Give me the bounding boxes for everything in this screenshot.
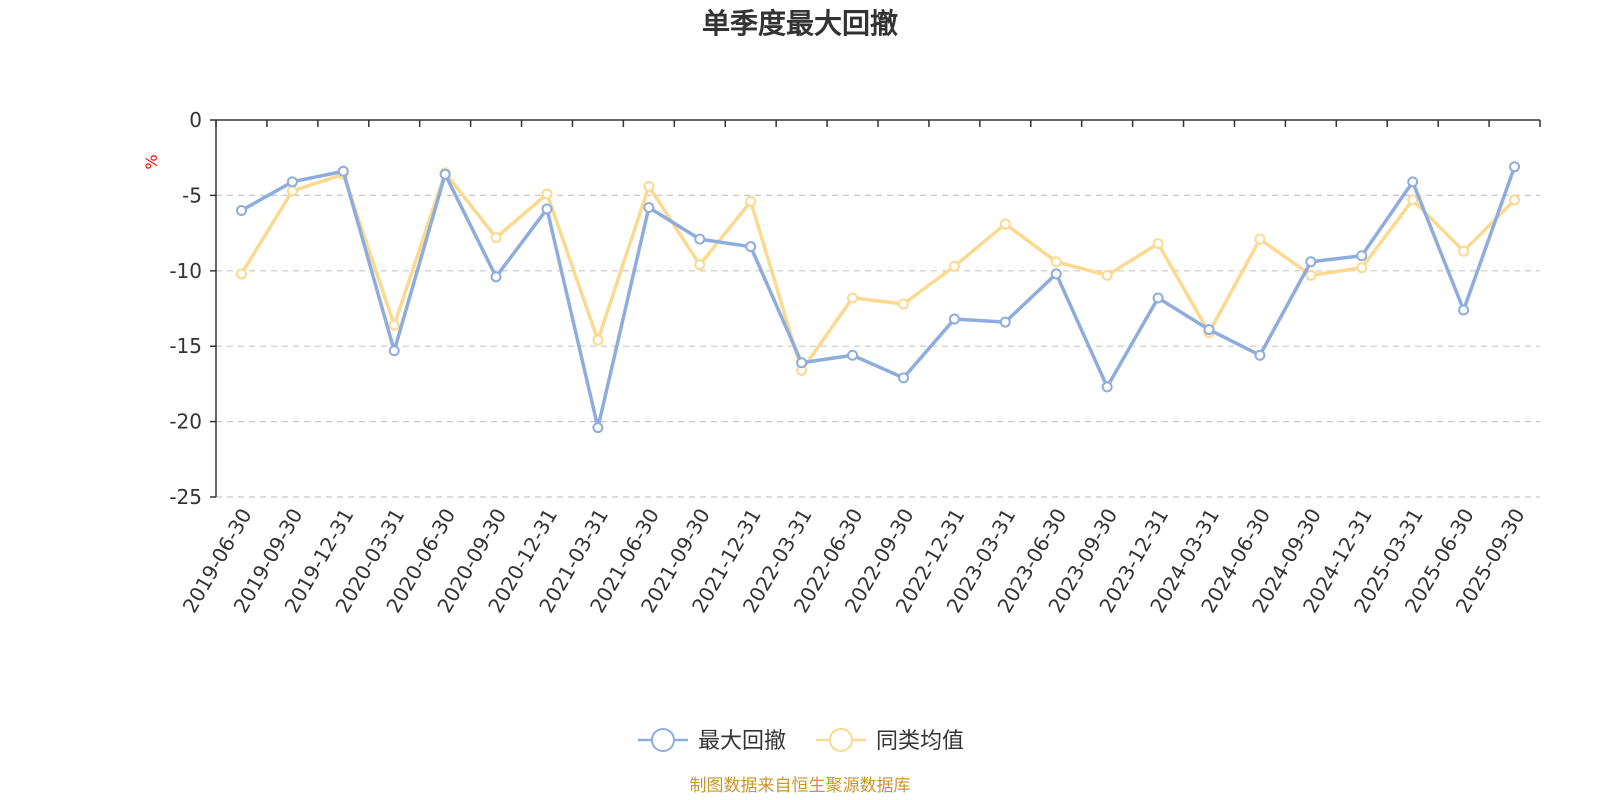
y-axis-ticks: 0 -5 -10 -15 -20 -25: [169, 108, 216, 509]
series-lines: [235, 161, 1521, 434]
data-point[interactable]: [847, 292, 859, 304]
data-point[interactable]: [337, 165, 349, 177]
data-point[interactable]: [541, 203, 553, 215]
data-point[interactable]: [1305, 269, 1317, 281]
legend-circle-icon: [651, 728, 675, 752]
data-point[interactable]: [286, 185, 298, 197]
data-point[interactable]: [1254, 349, 1266, 361]
data-point[interactable]: [592, 422, 604, 434]
x-axis-ticks: 2019-06-302019-09-302019-12-312020-03-31…: [178, 120, 1541, 617]
data-point[interactable]: [745, 241, 757, 253]
y-tick-label: 0: [189, 108, 202, 132]
data-source-note: 制图数据来自恒生聚源数据库: [690, 776, 911, 796]
data-point[interactable]: [643, 180, 655, 192]
data-point[interactable]: [388, 319, 400, 331]
data-point[interactable]: [796, 357, 808, 369]
data-point[interactable]: [1407, 176, 1419, 188]
axes: [215, 119, 1540, 497]
legend-item-max-drawdown[interactable]: 最大回撤: [638, 728, 786, 754]
data-point[interactable]: [1305, 256, 1317, 268]
data-point[interactable]: [1509, 161, 1521, 173]
data-point[interactable]: [490, 232, 502, 244]
data-point[interactable]: [999, 218, 1011, 230]
data-point[interactable]: [694, 233, 706, 245]
data-point[interactable]: [745, 195, 757, 207]
data-point[interactable]: [1458, 304, 1470, 316]
y-axis-unit-label: %: [142, 154, 161, 169]
data-point[interactable]: [439, 168, 451, 180]
series-line-max-drawdown: [240, 166, 1517, 430]
y-tick-label: -15: [169, 334, 202, 358]
y-tick-label: -5: [182, 183, 202, 207]
legend-item-peer-average[interactable]: 同类均值: [816, 728, 964, 754]
data-point[interactable]: [1407, 194, 1419, 206]
data-point[interactable]: [235, 268, 247, 280]
data-point[interactable]: [1458, 245, 1470, 257]
y-tick-label: -20: [169, 410, 202, 434]
data-point[interactable]: [1152, 292, 1164, 304]
data-point[interactable]: [1356, 250, 1368, 262]
data-point[interactable]: [948, 260, 960, 272]
data-point[interactable]: [897, 372, 909, 384]
data-point[interactable]: [1356, 262, 1368, 274]
legend-label: 最大回撤: [698, 729, 786, 754]
data-point[interactable]: [490, 271, 502, 283]
y-tick-label: -10: [169, 259, 202, 283]
data-point[interactable]: [1203, 324, 1215, 336]
data-point[interactable]: [1254, 233, 1266, 245]
data-point[interactable]: [948, 313, 960, 325]
data-point[interactable]: [847, 349, 859, 361]
data-point[interactable]: [592, 334, 604, 346]
data-point[interactable]: [1101, 381, 1113, 393]
data-point[interactable]: [235, 204, 247, 216]
series-line-peer-average: [239, 171, 1516, 373]
grid-lines: [216, 194, 1540, 498]
data-point[interactable]: [999, 316, 1011, 328]
data-point[interactable]: [897, 298, 909, 310]
data-point[interactable]: [694, 259, 706, 271]
data-point[interactable]: [1050, 268, 1062, 280]
data-point[interactable]: [1509, 194, 1521, 206]
data-point[interactable]: [388, 345, 400, 357]
data-point[interactable]: [286, 176, 298, 188]
data-point[interactable]: [643, 201, 655, 213]
legend-circle-icon: [829, 728, 853, 752]
data-point[interactable]: [1101, 269, 1113, 281]
y-tick-label: -25: [169, 485, 202, 509]
data-point[interactable]: [1152, 238, 1164, 250]
chart-title: 单季度最大回撤: [702, 7, 898, 40]
legend-label: 同类均值: [876, 729, 964, 754]
data-point[interactable]: [1050, 256, 1062, 268]
legend: 最大回撤 同类均值: [638, 728, 964, 754]
data-point[interactable]: [541, 188, 553, 200]
